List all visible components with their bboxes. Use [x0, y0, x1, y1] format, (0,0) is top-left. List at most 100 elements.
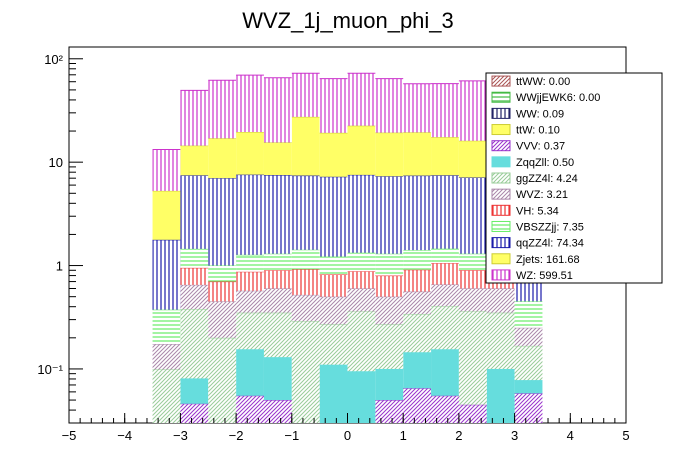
bar-zqqzll-bin-7: [347, 371, 376, 423]
legend-label: WVZ: 3.21: [516, 189, 568, 201]
legend-swatch: [491, 107, 511, 119]
x-tick-label: 3: [511, 428, 518, 443]
bar-vh-bin-1: [180, 267, 209, 285]
legend-swatch: [491, 172, 511, 184]
legend-label: VBSZZjj: 7.35: [516, 221, 584, 233]
bar-wvz-bin-4: [263, 288, 292, 313]
bar-ggzz4l-bin-9: [403, 313, 432, 353]
bar-vbszzjj-bin-2: [208, 265, 237, 282]
legend-label: ggZZ4l: 4.24: [516, 173, 578, 185]
bar-qqzz4l-bin-0: [152, 239, 181, 310]
bar-zqqzll-bin-6: [319, 364, 348, 423]
x-tick-label: 0: [344, 428, 351, 443]
bar-wz-bin-9: [403, 83, 432, 133]
bar-vvv-bin-9: [403, 388, 432, 423]
bar-zjets-bin-2: [208, 138, 237, 179]
bar-qqzz4l-bin-1: [180, 175, 209, 249]
bar-vvv-bin-3: [236, 395, 264, 423]
bar-zjets-bin-1: [180, 145, 209, 176]
bar-zjets-bin-9: [403, 132, 432, 176]
bar-qqzz4l-bin-3: [236, 174, 264, 255]
series-ggzz4l: [152, 305, 543, 423]
bar-zqqzll-bin-4: [263, 357, 292, 401]
bar-zqqzll-bin-12: [486, 368, 515, 423]
y-tick-label: 1: [56, 259, 63, 274]
bar-wz-bin-1: [180, 90, 209, 146]
legend-label: WZ: 599.51: [516, 270, 573, 282]
bar-wz-bin-7: [347, 73, 376, 126]
legend-label: qqZZ4l: 74.34: [516, 238, 584, 250]
bar-ggzz4l-bin-1: [180, 308, 209, 379]
bar-zjets-bin-0: [152, 190, 181, 240]
x-tick-label: 1: [400, 428, 407, 443]
bar-qqzz4l-bin-10: [431, 175, 459, 249]
legend-swatch: [491, 188, 511, 200]
x-tick-label: −2: [229, 428, 244, 443]
legend-swatch: [491, 124, 511, 136]
x-tick-label: −5: [62, 428, 77, 443]
bar-vbszzjj-bin-4: [263, 253, 292, 271]
bar-wvz-bin-13: [514, 327, 543, 346]
bar-vbszzjj-bin-11: [458, 253, 487, 271]
legend-label: WW: 0.09: [516, 108, 564, 120]
bar-vh-bin-2: [208, 281, 237, 302]
bar-ggzz4l-bin-8: [375, 324, 404, 369]
bar-vbszzjj-bin-1: [180, 248, 209, 268]
bar-ggzz4l-bin-4: [263, 312, 292, 358]
bar-ggzz4l-bin-11: [458, 311, 487, 405]
bar-vvv-bin-1: [180, 403, 209, 423]
bar-zjets-bin-4: [263, 142, 292, 176]
bar-vh-bin-10: [431, 263, 459, 285]
bar-zjets-bin-7: [347, 125, 376, 175]
axes: −5 −4 −3 −2 −1 0 1 2 3 4 5 10⁻¹ 1 10 10²: [37, 52, 629, 443]
bar-vbszzjj-bin-6: [319, 256, 348, 275]
bar-zjets-bin-11: [458, 140, 487, 178]
y-tick-label: 10: [49, 155, 63, 170]
legend-label: VVV: 0.37: [516, 141, 565, 153]
chart-title: WVZ_1j_muon_phi_3: [242, 8, 454, 33]
bar-wvz-bin-2: [208, 301, 237, 338]
legend-label: ZqqZll: 0.50: [516, 157, 574, 169]
bar-wvz-bin-9: [403, 291, 432, 314]
legend-swatch: [491, 91, 511, 103]
bar-vh-bin-4: [263, 270, 292, 289]
legend-swatch: [491, 75, 511, 87]
y-tick-label: 10²: [44, 52, 63, 67]
bar-wvz-bin-3: [236, 290, 264, 313]
bar-wz-bin-11: [458, 80, 487, 141]
legend-label: ttWW: 0.00: [516, 76, 570, 88]
bar-zjets-bin-6: [319, 132, 348, 177]
bar-vh-bin-9: [403, 269, 432, 292]
bar-wvz-bin-10: [431, 284, 459, 307]
bar-wvz-bin-6: [319, 296, 348, 325]
bar-vvv-bin-10: [431, 395, 459, 423]
bar-vbszzjj-bin-3: [236, 254, 264, 272]
bar-wvz-bin-5: [291, 294, 320, 322]
bar-wvz-bin-11: [458, 288, 487, 312]
bar-vbszzjj-bin-9: [403, 250, 432, 270]
bar-vh-bin-3: [236, 271, 264, 291]
bar-wz-bin-8: [375, 78, 404, 133]
legend-swatch: [491, 156, 511, 168]
x-tick-label: −1: [284, 428, 299, 443]
bar-vvv-bin-13: [514, 393, 543, 423]
bar-qqzz4l-bin-8: [375, 176, 404, 254]
x-tick-label: 5: [622, 428, 629, 443]
bar-wvz-bin-8: [375, 296, 404, 325]
histogram-bars: [152, 72, 543, 423]
bar-ggzz4l-bin-13: [514, 345, 543, 381]
legend-label: WWjjEWK6: 0.00: [516, 92, 600, 104]
bar-ggzz4l-bin-5: [291, 321, 320, 423]
bar-ggzz4l-bin-12: [486, 312, 515, 369]
bar-zjets-bin-3: [236, 132, 264, 175]
series-zqqzll: [180, 348, 543, 423]
bar-qqzz4l-bin-9: [403, 175, 432, 251]
bar-ggzz4l-bin-2: [208, 337, 237, 423]
x-tick-label: −4: [117, 428, 132, 443]
legend-label: ttW: 0.10: [516, 125, 560, 137]
bar-qqzz4l-bin-2: [208, 178, 237, 266]
bar-vbszzjj-bin-10: [431, 248, 459, 264]
bar-wz-bin-0: [152, 149, 181, 191]
bar-vbszzjj-bin-8: [375, 253, 404, 276]
